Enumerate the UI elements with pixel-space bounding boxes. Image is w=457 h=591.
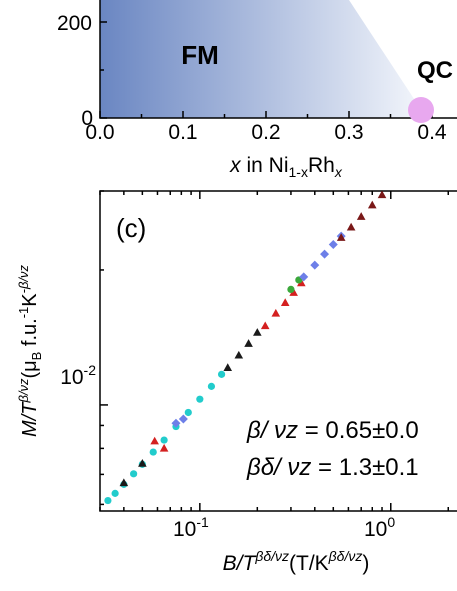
data-point-series-0 — [149, 448, 157, 456]
bottom-ticks — [99, 190, 449, 511]
top-x-tick-label: 0.0 — [85, 121, 114, 144]
data-point-series-0 — [104, 496, 112, 505]
data-point-series-1 — [234, 350, 244, 359]
qcp-marker — [408, 97, 434, 123]
data-point-series-0 — [130, 470, 138, 478]
data-point-series-2 — [289, 288, 298, 296]
x-axis-label: B/Tβδ/νz(T/Kβδ/νz) — [223, 548, 370, 575]
data-point-series-0 — [196, 395, 204, 403]
top-y-ticks — [100, 21, 107, 119]
data-point-series-7 — [436, 129, 443, 136]
top-y-tick-label-0: 0 — [81, 107, 93, 130]
data-point-series-2 — [159, 443, 169, 452]
data-point-series-5 — [377, 191, 387, 199]
data-point-series-4 — [310, 260, 320, 270]
data-point-series-3 — [287, 285, 295, 293]
data-point-series-1 — [223, 363, 233, 372]
top-plot-frame — [99, 0, 457, 119]
annotation-betadelta-nuz: βδ/ νz = 1.3±0.1 — [246, 454, 419, 481]
data-point-series-2 — [271, 308, 281, 317]
data-point-series-6 — [430, 133, 439, 141]
data-point-series-6 — [420, 145, 429, 153]
top-x-tick-label: 0.3 — [334, 121, 363, 144]
bottom-plot-frame — [99, 190, 457, 512]
top-x-tick-label: 0.1 — [168, 121, 197, 144]
data-point-series-2 — [150, 436, 159, 445]
phase-diagram: 200 0 0.0 0.1 0.2 0.3 0.4 FM QC x in Ni1… — [57, 0, 457, 180]
fm-region — [100, 0, 420, 118]
data-point-series-7 — [453, 112, 457, 119]
x-tick-label-1e0: 100 — [364, 514, 395, 541]
data-point-series-0 — [184, 408, 192, 417]
panel-label-c: (c) — [116, 213, 146, 243]
data-point-series-5 — [346, 222, 356, 231]
data-point-series-0 — [217, 370, 226, 378]
top-x-tick-label: 0.4 — [417, 121, 447, 144]
data-point-series-1 — [253, 328, 262, 336]
y-tick-label-1e-2: 10-2 — [60, 362, 96, 389]
data-point-series-4 — [299, 272, 309, 282]
data-point-series-0 — [207, 382, 216, 390]
top-y-tick-label-200: 200 — [57, 12, 92, 35]
scatter-points — [104, 112, 457, 505]
data-point-series-6 — [411, 154, 420, 162]
data-point-series-6 — [391, 176, 400, 184]
annotation-beta-nuz: β/ νz = 0.65±0.0 — [246, 417, 419, 444]
x-tick-label-1e-1: 10-1 — [173, 514, 209, 541]
data-point-series-1 — [138, 459, 147, 467]
data-point-series-4 — [178, 414, 188, 424]
data-point-series-0 — [111, 489, 119, 497]
data-point-series-2 — [260, 321, 270, 330]
data-point-series-4 — [320, 249, 330, 259]
data-point-series-1 — [119, 478, 129, 487]
data-point-series-6 — [402, 164, 411, 172]
fm-region-label: FM — [181, 40, 219, 70]
qc-label: QC — [417, 57, 453, 84]
data-point-series-4 — [328, 239, 338, 249]
data-point-series-5 — [336, 233, 346, 241]
top-x-tick-label: 0.2 — [251, 121, 280, 144]
data-point-series-4 — [171, 418, 181, 428]
y-axis-label: M/Tβ/νz(μB f.u.-1K-β/νz — [16, 265, 44, 437]
data-point-series-5 — [356, 212, 366, 220]
data-point-series-7 — [445, 120, 452, 127]
data-point-series-0 — [160, 436, 168, 444]
data-point-series-2 — [280, 298, 290, 306]
data-point-series-1 — [244, 339, 253, 347]
top-x-axis-label: x in Ni1-xRhx — [229, 154, 343, 180]
data-point-series-5 — [367, 200, 377, 209]
